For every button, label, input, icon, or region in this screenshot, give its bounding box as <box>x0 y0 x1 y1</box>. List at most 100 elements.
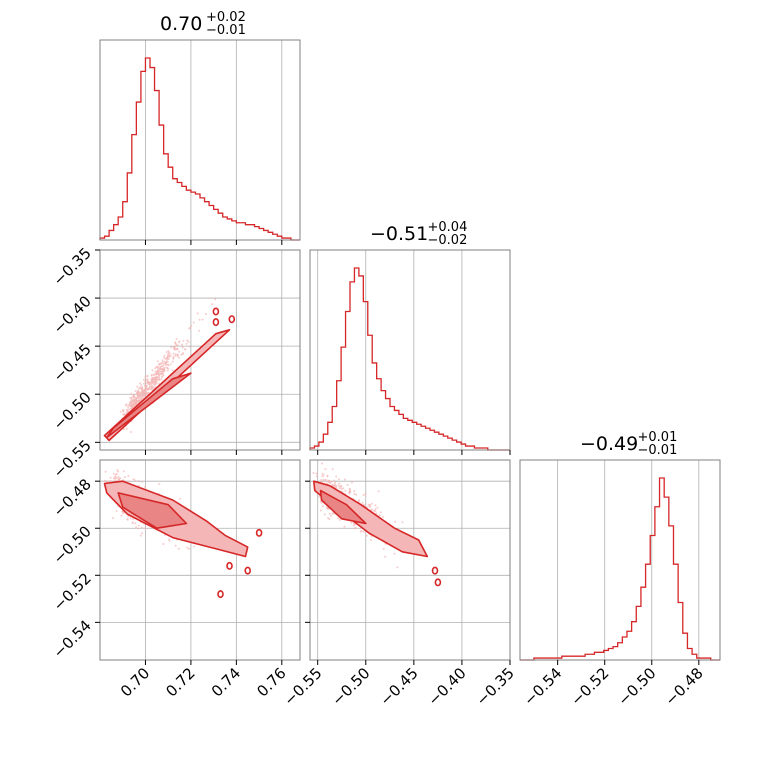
sample-point <box>132 478 135 481</box>
sample-point <box>361 501 364 504</box>
sample-point <box>130 401 133 404</box>
sample-point <box>171 360 174 363</box>
sample-point <box>188 345 191 348</box>
sample-point <box>143 391 146 394</box>
sample-point <box>114 479 117 482</box>
x-tick-label: 0.70 <box>117 664 153 700</box>
sample-point <box>348 492 351 495</box>
sample-point <box>369 505 372 508</box>
contour-island <box>212 318 220 327</box>
title-upper-error: +0.04 <box>428 220 468 235</box>
sample-point <box>162 374 165 377</box>
sample-point <box>312 471 315 474</box>
sample-point <box>346 484 349 486</box>
sample-point <box>394 520 397 523</box>
sample-point <box>156 360 159 363</box>
sample-point <box>192 321 195 324</box>
sample-point <box>137 393 140 396</box>
sample-point <box>170 346 173 349</box>
sample-point <box>163 354 166 357</box>
sample-point <box>147 391 150 394</box>
title-lower-error: −0.01 <box>638 443 678 458</box>
panel-frame <box>519 459 721 661</box>
sample-point <box>328 512 331 515</box>
sample-point <box>141 480 144 483</box>
sample-point <box>160 367 163 370</box>
sample-point <box>355 493 358 496</box>
sample-point <box>333 483 336 486</box>
sample-point <box>185 342 188 345</box>
sample-point <box>322 474 325 477</box>
sample-point <box>321 472 324 475</box>
sample-point <box>381 515 384 518</box>
sample-point <box>126 410 129 413</box>
sample-point <box>146 375 149 378</box>
sample-point <box>338 485 341 488</box>
sample-point <box>165 366 168 369</box>
sample-point <box>178 356 180 359</box>
sample-point <box>167 358 170 360</box>
x-tick-label: −0.55 <box>280 664 325 709</box>
contour-outer <box>312 480 429 558</box>
sample-point <box>178 350 181 353</box>
sample-point <box>122 470 125 473</box>
histogram-step-0 <box>99 57 300 241</box>
sample-point <box>337 478 340 481</box>
sample-point <box>130 398 133 401</box>
sample-point <box>196 312 199 315</box>
y-tick-label: −0.35 <box>50 244 95 289</box>
sample-point <box>117 475 120 478</box>
y-tick-label: −0.55 <box>50 436 95 481</box>
sample-point <box>340 487 343 490</box>
contour-island <box>217 590 224 599</box>
sample-point <box>331 512 334 515</box>
sample-point <box>157 370 160 373</box>
y-tick-label: −0.50 <box>50 388 95 433</box>
sample-point <box>186 339 189 342</box>
sample-point <box>177 353 180 356</box>
title-upper-error: +0.02 <box>206 10 246 25</box>
sample-point <box>396 566 399 569</box>
sample-point <box>130 392 133 395</box>
x-tick-label: −0.54 <box>520 664 565 709</box>
sample-point <box>162 367 165 370</box>
sample-point <box>132 399 134 402</box>
sample-point <box>161 372 164 375</box>
sample-point <box>153 376 156 379</box>
sample-point <box>143 394 146 397</box>
sample-point <box>103 479 106 482</box>
sample-point <box>179 497 182 500</box>
sample-point <box>150 374 153 377</box>
sample-point <box>125 427 128 430</box>
sample-point <box>114 475 117 478</box>
sample-point <box>350 521 353 524</box>
sample-point <box>370 535 373 538</box>
histogram-panel-1: −0.51 +0.04−0.02 <box>309 220 511 455</box>
sample-point <box>117 470 120 473</box>
sample-point <box>344 489 347 492</box>
sample-point <box>154 367 157 370</box>
sample-point <box>144 389 147 392</box>
sample-point <box>330 514 333 517</box>
sample-point <box>164 357 167 360</box>
sample-point <box>151 381 153 384</box>
title-lower-error: −0.02 <box>428 233 468 248</box>
sample-point <box>335 475 338 478</box>
sample-point <box>326 479 329 482</box>
sample-point <box>131 405 134 407</box>
sample-point <box>141 393 144 396</box>
sample-point <box>144 380 147 383</box>
sample-point <box>115 510 118 512</box>
sample-point <box>164 362 167 365</box>
sample-point <box>374 504 377 507</box>
sample-point <box>127 515 130 518</box>
sample-point <box>104 470 107 473</box>
sample-point <box>174 341 177 344</box>
sample-point <box>134 390 137 392</box>
sample-point <box>182 339 185 342</box>
panel-frame <box>99 249 301 451</box>
sample-point <box>331 484 334 487</box>
histogram-title-0: 0.70 <box>160 13 202 35</box>
sample-point <box>120 514 123 517</box>
sample-point <box>139 534 142 537</box>
